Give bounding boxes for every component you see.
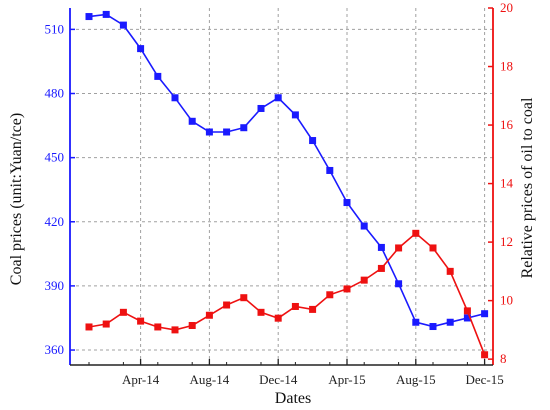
coal-price-point bbox=[395, 280, 403, 288]
relative-price-point bbox=[429, 244, 437, 252]
left-y-axis-title: Coal prices (unit:Yuan/tce) bbox=[8, 113, 25, 285]
x-tick-label: Dec-14 bbox=[259, 372, 298, 387]
coal-price-point bbox=[188, 117, 196, 125]
relative-price-point bbox=[223, 301, 231, 309]
relative-price-point bbox=[85, 323, 93, 331]
coal-price-point bbox=[463, 314, 471, 322]
coal-price-point bbox=[154, 72, 162, 80]
x-tick-labels: Apr-14 Aug-14 Dec-14 Apr-15 Aug-15 Dec-15 bbox=[122, 372, 504, 387]
relative-price-point bbox=[481, 351, 489, 359]
coal-price-point bbox=[291, 111, 299, 119]
right-tick-label: 20 bbox=[500, 0, 513, 15]
relative-price-point bbox=[395, 244, 403, 252]
axes bbox=[69, 7, 494, 366]
relative-price-point bbox=[257, 308, 265, 316]
x-tick-label: Apr-14 bbox=[122, 372, 160, 387]
relative-price-point bbox=[326, 291, 334, 299]
coal-price-point bbox=[326, 166, 334, 174]
relative-price-point bbox=[240, 294, 248, 302]
series-line-relative-price bbox=[88, 232, 486, 356]
coal-price-point bbox=[137, 45, 145, 53]
relative-price-point bbox=[291, 302, 299, 310]
relative-price-point bbox=[463, 307, 471, 315]
x-tick-label: Aug-15 bbox=[396, 372, 436, 387]
x-tick-label: Apr-15 bbox=[328, 372, 365, 387]
left-tick-label: 480 bbox=[45, 86, 65, 101]
coal-price-point bbox=[377, 243, 385, 251]
right-tick-label: 8 bbox=[500, 351, 507, 366]
coal-price-point bbox=[205, 128, 213, 136]
right-tick-label: 12 bbox=[500, 234, 513, 249]
x-tick-label: Dec-15 bbox=[465, 372, 503, 387]
coal-price-point bbox=[102, 10, 110, 18]
relative-price-point bbox=[154, 323, 162, 331]
relative-price-point bbox=[119, 308, 127, 316]
coal-price-point bbox=[429, 323, 437, 331]
coal-price-point bbox=[360, 222, 368, 230]
relative-price-point bbox=[309, 305, 317, 313]
relative-price-point bbox=[171, 326, 179, 334]
relative-price-point bbox=[205, 311, 213, 319]
right-y-axis-title: Relative prices of oil to coal bbox=[519, 97, 536, 278]
relative-price-point bbox=[188, 321, 196, 329]
coal-price-point bbox=[257, 104, 265, 112]
coal-price-point bbox=[274, 94, 282, 102]
coal-price-point bbox=[85, 13, 93, 21]
relative-price-point bbox=[412, 229, 420, 237]
coal-price-point bbox=[481, 310, 489, 318]
coal-price-point bbox=[343, 199, 351, 207]
right-tick-label: 18 bbox=[500, 59, 513, 74]
right-tick-labels: 8 10 12 14 16 18 20 bbox=[500, 0, 514, 366]
coal-price-point bbox=[412, 318, 420, 326]
relative-price-point bbox=[446, 267, 454, 275]
x-tick-label: Aug-14 bbox=[190, 372, 230, 387]
relative-price-point bbox=[377, 264, 385, 272]
coal-price-point bbox=[171, 94, 179, 102]
right-tick-label: 10 bbox=[500, 293, 513, 308]
relative-price-point bbox=[343, 285, 351, 293]
relative-price-point bbox=[137, 317, 145, 325]
left-tick-label: 390 bbox=[45, 278, 65, 293]
coal-price-point bbox=[119, 21, 127, 29]
series-layer bbox=[85, 10, 489, 359]
relative-price-point bbox=[360, 276, 368, 284]
left-tick-label: 420 bbox=[45, 214, 65, 229]
coal-price-point bbox=[446, 318, 454, 326]
left-tick-label: 360 bbox=[45, 342, 65, 357]
series-line-coal-price bbox=[88, 13, 485, 328]
relative-price-point bbox=[274, 314, 282, 322]
x-axis-title: Dates bbox=[275, 390, 311, 407]
left-tick-label: 450 bbox=[45, 150, 65, 165]
gridlines bbox=[70, 8, 493, 365]
coal-price-point bbox=[240, 124, 248, 132]
right-tick-label: 16 bbox=[500, 117, 514, 132]
left-tick-label: 510 bbox=[45, 21, 65, 36]
right-tick-label: 14 bbox=[500, 176, 514, 191]
coal-price-point bbox=[223, 128, 231, 136]
coal-price-point bbox=[309, 137, 317, 145]
relative-price-point bbox=[102, 320, 110, 328]
left-tick-labels: 360 390 420 450 480 510 bbox=[45, 21, 65, 357]
